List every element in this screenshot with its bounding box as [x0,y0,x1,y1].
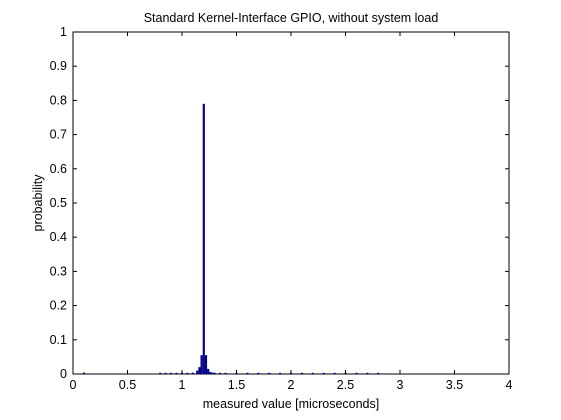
histogram-bar [170,372,173,374]
plot-area [72,31,510,375]
y-tick-label: 0.2 [50,299,67,313]
histogram-bar [224,372,227,374]
y-axis-ticks: 0 0.1 0.2 0.3 0.4 0.5 0.6 0.7 0.8 0.9 1 [50,25,509,381]
chart-title: Standard Kernel-Interface GPIO, without … [144,11,439,25]
histogram-bar [207,368,210,374]
histogram-bar [279,372,282,374]
histogram-bar [322,372,325,374]
histogram-bar [377,372,380,374]
y-axis-label: probability [31,174,45,232]
histogram-bar [219,372,222,374]
x-tick-label: 0.5 [119,378,136,392]
y-tick-label: 0 [60,367,67,381]
y-tick-label: 0.3 [50,264,67,278]
x-axis-ticks: 0 0.5 1 1.5 2 2.5 3 3.5 4 [70,32,513,392]
histogram-bar [300,372,303,374]
y-tick-label: 0.6 [50,162,67,176]
histogram-bar [191,372,194,374]
x-tick-label: 4 [506,378,513,392]
histogram-bar [246,372,249,374]
y-tick-label: 0.9 [50,59,67,73]
histogram-bar [159,372,162,374]
y-tick-label: 0.4 [50,230,67,244]
histogram-bar [366,372,369,374]
x-tick-label: 3.5 [446,378,463,392]
histogram-bar [333,372,336,374]
histogram-bar [213,372,216,374]
x-tick-label: 0 [70,378,77,392]
y-tick-label: 0.7 [50,128,67,142]
y-tick-label: 0.8 [50,93,67,107]
bars-group [82,103,380,374]
histogram-bar [186,372,189,374]
histogram-bar [355,372,358,374]
histogram-bar [257,372,260,374]
histogram-bar [164,372,167,374]
histogram-bar [202,103,205,374]
x-tick-label: 2.5 [337,378,354,392]
histogram-bar [175,372,178,374]
histogram-bar [211,372,214,374]
histogram-bar [200,355,203,374]
histogram-bar [311,372,314,374]
histogram-bar [268,372,271,374]
y-tick-label: 0.1 [50,333,67,347]
x-tick-label: 2 [288,378,295,392]
histogram-bar [209,371,212,374]
x-axis-label: measured value [microseconds] [203,397,379,411]
x-tick-label: 1.5 [228,378,245,392]
histogram-bar [198,367,201,374]
x-tick-label: 1 [179,378,186,392]
y-tick-label: 1 [60,25,67,39]
histogram-bar [204,355,208,374]
histogram-bar [82,372,85,374]
x-tick-label: 3 [397,378,404,392]
histogram-bar [196,370,199,374]
y-tick-label: 0.5 [50,196,67,210]
